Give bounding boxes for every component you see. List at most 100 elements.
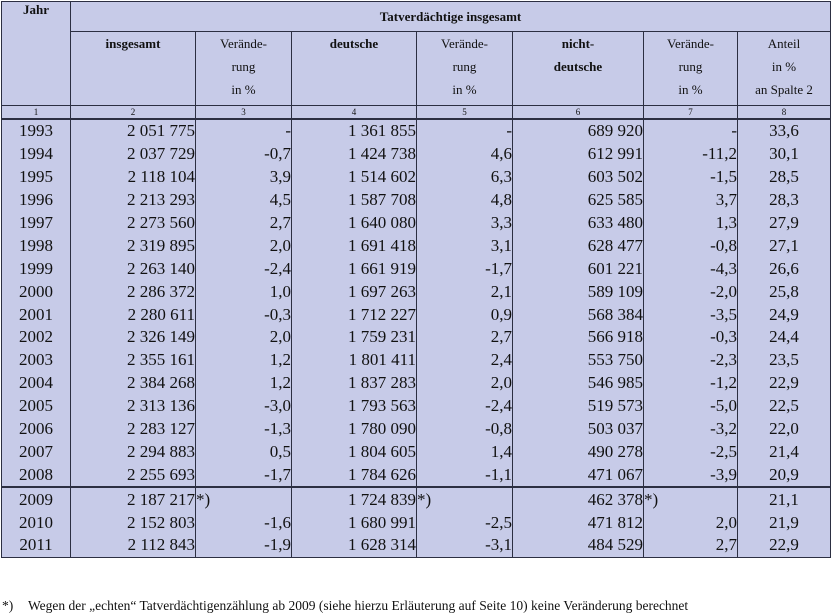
column-number: 2 bbox=[70, 105, 196, 120]
cell-nichtdeutsche: 546 985 bbox=[512, 371, 644, 395]
cell-veraenderung-deutsche: -0,8 bbox=[416, 417, 513, 441]
cell-anteil: 22,9 bbox=[737, 371, 831, 395]
cell-veraenderung-deutsche: 2,0 bbox=[416, 371, 513, 395]
cell-insgesamt: 2 037 729 bbox=[70, 142, 196, 166]
cell-veraenderung-total: 1,0 bbox=[195, 280, 292, 304]
cell-year: 1997 bbox=[1, 211, 71, 235]
column-header-jahr: Jahr bbox=[1, 1, 71, 106]
cell-veraenderung-nichtdeutsche: -2,0 bbox=[643, 280, 738, 304]
column-number: 6 bbox=[512, 105, 644, 120]
cell-nichtdeutsche: 589 109 bbox=[512, 280, 644, 304]
cell-veraenderung-total: -0,3 bbox=[195, 303, 292, 327]
cell-deutsche: 1 661 919 bbox=[291, 257, 417, 281]
cell-insgesamt: 2 384 268 bbox=[70, 371, 196, 395]
table-row: 2005 2 313 136 -3,0 1 793 563 -2,4 519 573 -5,… bbox=[1, 394, 831, 418]
cell-nichtdeutsche: 553 750 bbox=[512, 348, 644, 372]
cell-veraenderung-total: -3,0 bbox=[195, 394, 292, 418]
cell-veraenderung-nichtdeutsche: -5,0 bbox=[643, 394, 738, 418]
column-header-insgesamt: insgesamt bbox=[70, 31, 196, 106]
cell-nichtdeutsche: 625 585 bbox=[512, 188, 644, 212]
column-number: 4 bbox=[291, 105, 417, 120]
cell-deutsche: 1 424 738 bbox=[291, 142, 417, 166]
cell-insgesamt: 2 294 883 bbox=[70, 440, 196, 464]
cell-deutsche: 1 837 283 bbox=[291, 371, 417, 395]
cell-year: 2006 bbox=[1, 417, 71, 441]
cell-veraenderung-deutsche: 3,3 bbox=[416, 211, 513, 235]
cell-veraenderung-total: 3,9 bbox=[195, 165, 292, 189]
table-row: 2002 2 326 149 2,0 1 759 231 2,7 566 918 -0,3 2… bbox=[1, 326, 831, 349]
cell-veraenderung-deutsche: -2,5 bbox=[416, 511, 513, 535]
cell-deutsche: 1 780 090 bbox=[291, 417, 417, 441]
cell-veraenderung-nichtdeutsche: -3,9 bbox=[643, 463, 738, 488]
cell-veraenderung-total: 1,2 bbox=[195, 348, 292, 372]
cell-veraenderung-total: -1,7 bbox=[195, 463, 292, 488]
cell-nichtdeutsche: 689 920 bbox=[512, 119, 644, 143]
cell-year: 1994 bbox=[1, 142, 71, 166]
cell-insgesamt: 2 326 149 bbox=[70, 326, 196, 349]
cell-veraenderung-deutsche: 2,1 bbox=[416, 280, 513, 304]
cell-anteil: 22,9 bbox=[737, 534, 831, 558]
cell-year: 2004 bbox=[1, 371, 71, 395]
cell-year: 2011 bbox=[1, 534, 71, 558]
cell-veraenderung-deutsche: - bbox=[416, 119, 513, 143]
cell-veraenderung-nichtdeutsche: -2,5 bbox=[643, 440, 738, 464]
cell-year: 2001 bbox=[1, 303, 71, 327]
table-row: 1996 2 213 293 4,5 1 587 708 4,8 625 585 3,7 28… bbox=[1, 188, 831, 212]
cell-deutsche: 1 759 231 bbox=[291, 326, 417, 349]
cell-deutsche: 1 804 605 bbox=[291, 440, 417, 464]
table-row: 2000 2 286 372 1,0 1 697 263 2,1 589 109 -2,0 2… bbox=[1, 280, 831, 304]
cell-deutsche: 1 628 314 bbox=[291, 534, 417, 558]
cell-anteil: 21,1 bbox=[737, 486, 831, 512]
cell-veraenderung-total: - bbox=[195, 119, 292, 143]
column-header-nichtdeutsche: nicht-deutsche bbox=[512, 31, 644, 106]
table-row: 2011 2 112 843 -1,9 1 628 314 -3,1 484 529 2,7… bbox=[1, 534, 831, 558]
cell-anteil: 26,6 bbox=[737, 257, 831, 281]
cell-veraenderung-total: 2,0 bbox=[195, 234, 292, 258]
cell-veraenderung-deutsche: 3,1 bbox=[416, 234, 513, 258]
cell-insgesamt: 2 263 140 bbox=[70, 257, 196, 281]
cell-veraenderung-nichtdeutsche: 3,7 bbox=[643, 188, 738, 212]
table-row: 2003 2 355 161 1,2 1 801 411 2,4 553 750 -2,3 2… bbox=[1, 348, 831, 372]
cell-deutsche: 1 361 855 bbox=[291, 119, 417, 143]
cell-insgesamt: 2 112 843 bbox=[70, 534, 196, 558]
cell-insgesamt: 2 286 372 bbox=[70, 280, 196, 304]
cell-anteil: 27,9 bbox=[737, 211, 831, 235]
cell-insgesamt: 2 280 611 bbox=[70, 303, 196, 327]
cell-anteil: 20,9 bbox=[737, 463, 831, 488]
cell-year: 2005 bbox=[1, 394, 71, 418]
cell-nichtdeutsche: 601 221 bbox=[512, 257, 644, 281]
cell-veraenderung-nichtdeutsche: -3,5 bbox=[643, 303, 738, 327]
cell-nichtdeutsche: 568 384 bbox=[512, 303, 644, 327]
cell-deutsche: 1 712 227 bbox=[291, 303, 417, 327]
table-row: 1994 2 037 729 -0,7 1 424 738 4,6 612 991 -11,… bbox=[1, 142, 831, 166]
cell-year: 2007 bbox=[1, 440, 71, 464]
cell-veraenderung-deutsche: 4,8 bbox=[416, 188, 513, 212]
table-row: 2010 2 152 803 -1,6 1 680 991 -2,5 471 812 2,0… bbox=[1, 511, 831, 535]
footnote: *) Wegen der „echten“ Tatverdächtigenzähl… bbox=[2, 596, 831, 616]
cell-veraenderung-total: -0,7 bbox=[195, 142, 292, 166]
cell-veraenderung-nichtdeutsche: 2,0 bbox=[643, 511, 738, 535]
cell-year: 2009 bbox=[1, 486, 71, 512]
cell-year: 2003 bbox=[1, 348, 71, 372]
cell-veraenderung-nichtdeutsche: -1,5 bbox=[643, 165, 738, 189]
cell-nichtdeutsche: 612 991 bbox=[512, 142, 644, 166]
column-header-veraenderung-nichtdeutsche: Verände-rung in % bbox=[643, 31, 738, 106]
cell-insgesamt: 2 118 104 bbox=[70, 165, 196, 189]
cell-anteil: 22,5 bbox=[737, 394, 831, 418]
cell-insgesamt: 2 319 895 bbox=[70, 234, 196, 258]
cell-year: 1998 bbox=[1, 234, 71, 258]
cell-veraenderung-total: 4,5 bbox=[195, 188, 292, 212]
cell-nichtdeutsche: 490 278 bbox=[512, 440, 644, 464]
column-number: 1 bbox=[1, 105, 71, 120]
cell-veraenderung-nichtdeutsche: - bbox=[643, 119, 738, 143]
column-number: 5 bbox=[416, 105, 513, 120]
cell-veraenderung-nichtdeutsche: 1,3 bbox=[643, 211, 738, 235]
table-row: 2006 2 283 127 -1,3 1 780 090 -0,8 503 037 -3,… bbox=[1, 417, 831, 441]
cell-deutsche: 1 697 263 bbox=[291, 280, 417, 304]
cell-veraenderung-total: *) bbox=[195, 486, 292, 512]
cell-nichtdeutsche: 471 812 bbox=[512, 511, 644, 535]
table-row: 1997 2 273 560 2,7 1 640 080 3,3 633 480 1,3 27… bbox=[1, 211, 831, 235]
cell-veraenderung-nichtdeutsche: *) bbox=[643, 486, 738, 512]
cell-deutsche: 1 691 418 bbox=[291, 234, 417, 258]
